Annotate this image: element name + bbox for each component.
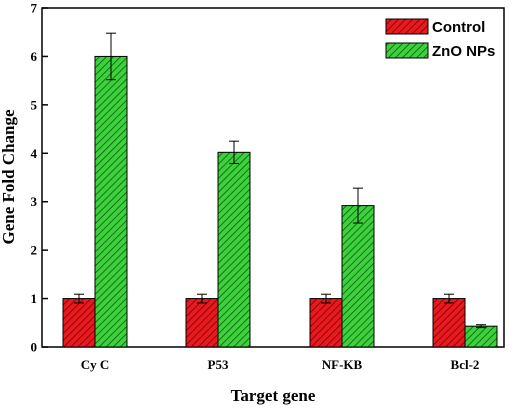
y-tick-label-6: 6 xyxy=(31,49,38,64)
y-tick-label-3: 3 xyxy=(31,194,38,209)
legend-swatch-zno xyxy=(385,42,429,59)
bars-group xyxy=(62,55,498,348)
bar-zno-3 xyxy=(464,325,498,348)
legend: Control ZnO NPs xyxy=(385,18,495,60)
bar-control-2 xyxy=(309,298,343,348)
x-tick-label-0: Cy C xyxy=(81,357,110,372)
y-tick-label-0: 0 xyxy=(31,340,38,355)
legend-label-zno: ZnO NPs xyxy=(432,43,495,60)
x-axis: Cy C P53 NF-KB Bcl-2 xyxy=(81,341,480,372)
bar-zno-1 xyxy=(217,151,251,348)
x-axis-title: Target gene xyxy=(231,386,316,405)
legend-swatch-control xyxy=(385,18,429,35)
x-tick-label-1: P53 xyxy=(208,357,229,372)
bar-control-3 xyxy=(432,298,466,348)
y-tick-label-7: 7 xyxy=(31,1,38,16)
y-axis-title: Gene Fold Change xyxy=(0,109,18,245)
x-tick-label-2: NF-KB xyxy=(322,357,363,372)
bar-control-0 xyxy=(62,298,96,348)
y-tick-label-4: 4 xyxy=(31,146,38,161)
bar-zno-2 xyxy=(341,205,375,348)
y-axis: 0 1 2 3 4 5 6 7 xyxy=(31,1,48,355)
y-tick-label-5: 5 xyxy=(31,97,38,112)
x-tick-label-3: Bcl-2 xyxy=(451,357,480,372)
y-tick-label-2: 2 xyxy=(31,243,38,258)
y-tick-label-1: 1 xyxy=(31,291,38,306)
bar-control-1 xyxy=(185,298,219,348)
plot-frame xyxy=(41,7,505,348)
legend-label-control: Control xyxy=(432,19,485,36)
bar-zno-0 xyxy=(94,55,128,348)
error-bars-group xyxy=(74,32,486,329)
